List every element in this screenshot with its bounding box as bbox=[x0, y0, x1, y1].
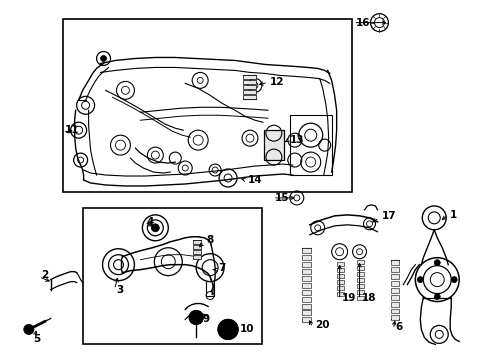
Bar bbox=[356, 289, 363, 293]
Bar bbox=[193, 245, 201, 249]
Text: 10: 10 bbox=[240, 324, 254, 334]
Bar bbox=[264, 130, 283, 160]
Circle shape bbox=[450, 276, 456, 283]
Bar bbox=[301, 310, 310, 315]
Text: 4: 4 bbox=[146, 217, 153, 227]
Bar bbox=[356, 278, 363, 282]
Text: 7: 7 bbox=[218, 263, 225, 273]
Circle shape bbox=[433, 260, 439, 266]
Bar bbox=[301, 297, 310, 302]
Circle shape bbox=[151, 224, 159, 232]
Bar bbox=[243, 75, 255, 80]
Text: 16: 16 bbox=[355, 18, 369, 28]
Text: 1: 1 bbox=[449, 210, 456, 220]
Circle shape bbox=[101, 55, 106, 62]
Bar bbox=[243, 90, 255, 94]
Bar bbox=[82, 208, 262, 345]
Text: 11: 11 bbox=[64, 125, 79, 135]
Bar bbox=[390, 267, 399, 272]
Bar bbox=[390, 280, 399, 285]
Circle shape bbox=[416, 276, 423, 283]
Bar bbox=[336, 280, 343, 284]
Bar bbox=[301, 303, 310, 309]
Circle shape bbox=[189, 310, 203, 324]
Text: 2: 2 bbox=[41, 270, 48, 280]
Bar bbox=[390, 260, 399, 265]
Bar bbox=[390, 294, 399, 300]
Bar bbox=[193, 250, 201, 254]
Bar bbox=[336, 292, 343, 296]
Text: 15: 15 bbox=[274, 193, 289, 203]
Bar bbox=[390, 288, 399, 293]
Bar bbox=[62, 19, 351, 192]
Bar bbox=[301, 318, 310, 323]
Text: 20: 20 bbox=[314, 320, 328, 330]
Text: 8: 8 bbox=[206, 235, 213, 245]
Bar bbox=[301, 255, 310, 260]
Circle shape bbox=[24, 324, 34, 334]
Text: 14: 14 bbox=[247, 175, 262, 185]
Text: 9: 9 bbox=[202, 314, 209, 324]
Bar bbox=[243, 85, 255, 89]
Bar bbox=[356, 266, 363, 270]
Text: 12: 12 bbox=[269, 77, 284, 87]
Bar bbox=[243, 80, 255, 84]
Bar bbox=[301, 276, 310, 280]
Text: 17: 17 bbox=[381, 211, 395, 221]
Bar bbox=[390, 315, 399, 320]
Bar bbox=[356, 284, 363, 288]
Bar bbox=[336, 285, 343, 289]
Bar bbox=[390, 309, 399, 314]
Bar bbox=[301, 262, 310, 267]
Bar bbox=[336, 268, 343, 272]
Bar bbox=[301, 269, 310, 274]
Text: 19: 19 bbox=[341, 293, 355, 302]
Bar bbox=[193, 240, 201, 244]
Bar bbox=[301, 248, 310, 253]
Bar bbox=[289, 115, 331, 175]
Bar bbox=[336, 262, 343, 266]
Text: 13: 13 bbox=[289, 135, 304, 145]
Bar bbox=[356, 260, 363, 264]
Bar bbox=[301, 289, 310, 294]
Circle shape bbox=[218, 319, 238, 339]
Text: 18: 18 bbox=[361, 293, 375, 302]
Bar bbox=[390, 302, 399, 306]
Text: 6: 6 bbox=[395, 323, 402, 332]
Bar bbox=[356, 296, 363, 300]
Circle shape bbox=[433, 293, 439, 300]
Bar bbox=[356, 272, 363, 276]
Bar bbox=[390, 274, 399, 279]
Bar bbox=[243, 95, 255, 99]
Bar bbox=[301, 283, 310, 288]
Bar bbox=[193, 255, 201, 259]
Text: 5: 5 bbox=[33, 334, 40, 345]
Text: 3: 3 bbox=[116, 284, 123, 294]
Bar bbox=[336, 274, 343, 278]
